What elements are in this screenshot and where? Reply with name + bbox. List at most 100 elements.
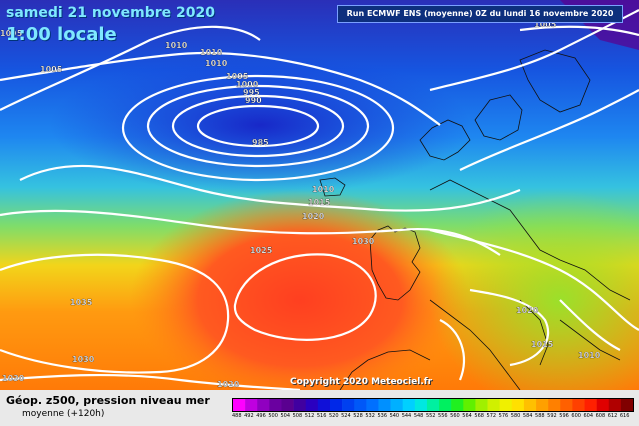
- isobar-label: 1015: [531, 340, 554, 349]
- color-scale-label: 508: [292, 413, 303, 419]
- color-scale-label: 500: [268, 413, 278, 419]
- color-scale-label: 520: [328, 413, 339, 419]
- color-scale-label: 492: [244, 413, 254, 419]
- color-scale-swatch: [305, 399, 319, 411]
- color-scale-label: 560: [450, 413, 460, 419]
- isobar-label: 1020: [516, 306, 539, 315]
- forecast-local-time: 1:00 locale: [6, 24, 117, 45]
- isobar-label: 1005: [534, 20, 557, 29]
- color-scale-label: 576: [498, 413, 509, 419]
- color-scale-swatch: [378, 399, 391, 411]
- isobar-label: 990: [245, 96, 262, 105]
- color-scale-label: 540: [389, 413, 400, 419]
- color-scale-label: 516: [316, 413, 327, 419]
- color-scale-label: 564: [462, 413, 472, 419]
- color-scale-swatch: [293, 399, 307, 411]
- color-scale-label: 600: [571, 413, 581, 419]
- color-scale-swatch: [281, 399, 294, 411]
- isobar-label: 995: [243, 88, 260, 97]
- color-scale-label: 524: [341, 413, 351, 419]
- isobar-label: 1020: [217, 380, 240, 389]
- color-scale-label: 548: [413, 413, 424, 419]
- color-scale-swatch: [608, 399, 622, 411]
- color-scale-swatch: [463, 399, 476, 411]
- color-scale-label: 496: [256, 413, 266, 419]
- color-scale-label: 568: [474, 413, 484, 419]
- color-scale-label: 512: [304, 413, 315, 419]
- legend-subtitle: moyenne (+120h): [22, 409, 105, 419]
- isobar-label: 1030: [72, 355, 95, 364]
- color-scale-swatch: [366, 399, 379, 411]
- color-scale-label: 544: [401, 413, 412, 419]
- run-info-banner: Run ECMWF ENS (moyenne) 0Z du lundi 16 n…: [337, 5, 623, 23]
- color-scale-swatch: [487, 399, 500, 411]
- forecast-date-title: samedi 21 novembre 2020: [6, 5, 215, 21]
- color-scale-swatch: [499, 399, 513, 411]
- color-scale-swatch: [475, 399, 488, 411]
- isobar-label: 1010: [205, 59, 228, 68]
- color-scale-swatch: [451, 399, 464, 411]
- color-scale-label: 580: [510, 413, 521, 419]
- weather-map: 1005 1010 1010 1010 1005 1000 995 990 98…: [0, 0, 639, 390]
- color-scale-label: 528: [353, 413, 363, 419]
- color-scale-swatch: [257, 399, 270, 411]
- color-scale-label: 552: [425, 413, 436, 419]
- color-scale-label: 612: [607, 413, 618, 419]
- isobar-label: 1010: [578, 351, 601, 360]
- color-scale-swatch: [523, 399, 537, 411]
- color-scale-swatch: [402, 399, 416, 411]
- color-scale-label: 604: [583, 413, 594, 419]
- color-scale-swatch: [414, 399, 428, 411]
- color-scale-swatch: [572, 399, 585, 411]
- color-scale-swatch: [560, 399, 573, 411]
- color-scale-label: 592: [547, 413, 557, 419]
- color-scale-label: 504: [280, 413, 291, 419]
- color-scale-swatch: [511, 399, 525, 411]
- isobar-label: 1005: [226, 72, 249, 81]
- isobar-label: 1005: [40, 65, 63, 74]
- color-scale-swatch: [584, 399, 597, 411]
- color-scale-label: 488: [232, 413, 242, 419]
- isobar-labels: 1005 1010 1010 1010 1005 1000 995 990 98…: [0, 20, 601, 389]
- color-scale-swatch: [439, 399, 452, 411]
- color-scale-swatch: [426, 399, 440, 411]
- color-scale-swatch: [269, 399, 282, 411]
- legend-title: Géop. z500, pression niveau mer: [6, 394, 210, 407]
- copyright-text: Copyright 2020 Meteociel.fr: [290, 377, 433, 387]
- color-scale-label: 532: [365, 413, 375, 419]
- isobar-label: 1010: [200, 48, 223, 57]
- color-scale-labels: 488 492 496 500 504 508 512 516 520 524 528 532 536 5…: [232, 413, 632, 423]
- isobar-label: 1030: [2, 374, 25, 383]
- color-scale-label: 556: [438, 413, 448, 419]
- isobar-label: 1000: [236, 80, 259, 89]
- isobar-label: 985: [252, 138, 269, 147]
- isobar-label: 1030: [352, 237, 375, 246]
- isobar-label: 1025: [250, 246, 273, 255]
- color-scale-swatch: [317, 399, 331, 411]
- color-scale-swatch: [329, 399, 343, 411]
- color-scale-label: 596: [559, 413, 569, 419]
- isobars: [0, 9, 639, 390]
- color-scale-label: 608: [595, 413, 606, 419]
- color-scale-label: 616: [619, 413, 630, 419]
- color-scale-swatch: [390, 399, 403, 411]
- color-scale-swatch: [620, 399, 633, 411]
- color-scale-swatch: [536, 399, 549, 411]
- color-scale-swatch: [596, 399, 610, 411]
- color-scale-label: 588: [535, 413, 545, 419]
- color-scale-swatch: [548, 399, 561, 411]
- isobar-label: 1015: [308, 198, 331, 207]
- color-scale-swatch: [342, 399, 355, 411]
- isobar-label: 1010: [312, 185, 335, 194]
- color-scale-label: 572: [486, 413, 497, 419]
- color-scale-swatch: [233, 399, 246, 411]
- color-scale-label: 584: [522, 413, 533, 419]
- color-scale: [232, 398, 634, 412]
- isobar-label: 1005: [0, 29, 23, 38]
- color-scale-swatch: [354, 399, 367, 411]
- color-scale-label: 536: [377, 413, 387, 419]
- isobar-label: 1010: [165, 41, 188, 50]
- color-scale-swatch: [245, 399, 258, 411]
- isobar-label: 1020: [302, 212, 325, 221]
